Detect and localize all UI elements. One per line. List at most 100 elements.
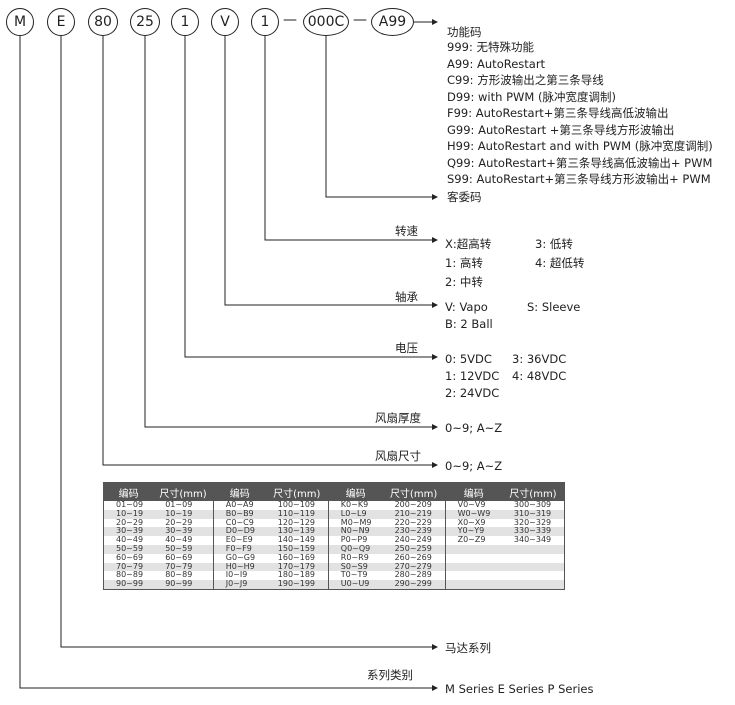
table-cell: 110~119 — [265, 509, 329, 519]
table-row: 01~09 01~09 A0~A9 100~109 K0~K9 200~209 V0~V9 3… — [104, 500, 565, 510]
table-cell: C0~C9 — [212, 518, 266, 528]
function-code-item: F99: AutoRestart+第三条导线高低波输出 — [447, 106, 669, 120]
table-cell: 320~329 — [513, 517, 552, 527]
table-header: 编码 — [212, 482, 266, 501]
table-row: 30~39 30~39 D0~D9 130~139 N0~N9 230~239 Y0~Y9 3… — [103, 527, 565, 537]
bearing-option: V: Vapo — [445, 300, 488, 314]
table-cell: 70~79 — [153, 562, 214, 572]
table-header: 尺寸(mm) — [382, 482, 446, 501]
table-cell — [444, 571, 502, 581]
series-line — [19, 36, 438, 691]
table-row: 80~89 80~89 I0~I9 180~189 T0~T9 280~289 — [104, 570, 565, 581]
function-code-item: G99: AutoRestart +第三条导线方形波输出 — [447, 122, 675, 137]
table-row: 90~99 90~99 J0~J9 190~199 U0~U9 290~299 — [103, 579, 565, 590]
size-line — [102, 36, 438, 468]
table-cell: J0~J9 — [212, 579, 266, 590]
table-row: 40~49 40~49 E0~E9 140~149 P0~P9 240~249 Z0~Z9 3… — [104, 535, 565, 545]
table-cell: 230~239 — [382, 527, 446, 537]
table-cell: 220~229 — [394, 517, 432, 527]
bearing-title: 轴承 — [395, 290, 418, 304]
table-header: 尺寸(mm) — [265, 482, 329, 501]
table-row: 70~79 70~79 H0~H9 170~179 S0~S9 270~279 — [103, 562, 565, 572]
node-size: 80 — [88, 8, 118, 36]
node-speed: 1 — [251, 8, 279, 36]
table-cell: 20~29 — [165, 517, 193, 527]
table-cell: U0~U9 — [327, 579, 383, 590]
table-cell: 30~39 — [153, 527, 214, 537]
table-cell: 130~139 — [265, 527, 329, 537]
table-cell: 90~99 — [103, 579, 154, 590]
table-cell — [502, 554, 565, 563]
node-motor: E — [47, 8, 75, 36]
table-cell: G0~G9 — [212, 553, 266, 563]
table-cell: 50~59 — [153, 544, 214, 554]
node-voltage: 1 — [171, 8, 199, 36]
table-row: 50~59 50~59 F0~F9 150~159 Q0~Q9 250~259 — [103, 544, 565, 554]
voltage-option: 2: 24VDC — [445, 386, 500, 400]
table-cell: 150~159 — [265, 544, 329, 554]
table-cell — [501, 580, 565, 590]
table-cell: 80~89 — [165, 570, 193, 580]
table-cell: 270~279 — [382, 562, 446, 572]
table-cell: Y0~Y9 — [444, 527, 502, 537]
function-code-item: Q99: AutoRestart+第三条导线高低波输出+ PWM — [447, 155, 713, 170]
table-cell: 250~259 — [382, 544, 446, 554]
speed-title: 转速 — [395, 224, 418, 238]
function-code-item: A99: AutoRestart — [447, 56, 546, 71]
table-cell: 80~89 — [116, 570, 144, 580]
function-code-item: S99: AutoRestart+第三条导线方形波输出+ PWM — [447, 172, 711, 186]
table-cell: X0~X9 — [444, 518, 502, 528]
table-cell — [444, 562, 502, 572]
table-cell — [501, 544, 565, 554]
speed-option: 1: 高转 — [445, 256, 483, 270]
table-cell: F0~F9 — [212, 544, 266, 554]
speed-option: X:超高转 — [445, 237, 492, 251]
voltage-title: 电压 — [395, 341, 418, 355]
table-cell: A0~A9 — [212, 500, 266, 510]
table-cell: E0~E9 — [212, 535, 266, 545]
table-cell: H0~H9 — [212, 562, 266, 572]
table-cell: 50~59 — [103, 544, 154, 554]
table-cell: 340~349 — [513, 535, 552, 545]
table-cell: T0~T9 — [327, 571, 383, 581]
table-header: 编码 — [327, 482, 383, 501]
voltage-option: 1: 12VDC — [445, 369, 500, 383]
table-cell: 170~179 — [265, 562, 329, 572]
speed-option: 4: 超低转 — [535, 256, 585, 270]
table-cell: 60~69 — [116, 552, 144, 562]
table-cell: 140~149 — [277, 535, 316, 545]
bearing-option: S: Sleeve — [527, 300, 581, 314]
dash: — — [353, 12, 367, 28]
table-row: 20~29 20~29 C0~C9 120~129 M0~M9 220~229 X0~X9 3… — [104, 517, 565, 528]
table-cell — [444, 553, 502, 563]
table-header: 尺寸(mm) — [501, 482, 565, 501]
table-cell: K0~K9 — [327, 500, 383, 510]
table-cell: D0~D9 — [212, 527, 266, 537]
table-cell: V0~V9 — [444, 500, 502, 510]
thickness-title: 风扇厚度 — [375, 411, 421, 425]
thickness-line — [144, 36, 438, 430]
table-cell: 40~49 — [165, 535, 193, 545]
bearing-line — [224, 36, 438, 308]
function-code-item: C99: 方形波输出之第三条导线 — [447, 73, 604, 87]
motor-title: 马达系列 — [445, 641, 491, 655]
table-row: 60~69 60~69 G0~G9 160~169 R0~R9 260~269 — [104, 552, 565, 563]
table-cell: 70~79 — [103, 562, 154, 572]
table-cell — [444, 544, 502, 554]
voltage-line — [184, 36, 438, 360]
speed-option: 2: 中转 — [445, 275, 483, 289]
table-cell: I0~I9 — [212, 571, 266, 581]
table-cell: 180~189 — [277, 570, 316, 580]
node-thickness: 25 — [130, 8, 160, 36]
table-cell: 100~109 — [277, 500, 316, 509]
table-cell: 01~09 — [116, 500, 144, 509]
function-code-item: H99: AutoRestart and with PWM (脉冲宽度调制) — [447, 139, 713, 153]
table-cell: 210~219 — [382, 509, 446, 519]
table-cell: Q0~Q9 — [327, 544, 383, 554]
table-row: 10~19 10~19 B0~B9 110~119 L0~L9 210~219 W0~W9 3… — [103, 509, 565, 519]
customer-code-title: 客委码 — [447, 190, 482, 204]
bearing-option: B: 2 Ball — [445, 317, 493, 331]
function-code-title: 功能码 — [447, 25, 482, 39]
table-header: 尺寸(mm) — [153, 482, 214, 501]
